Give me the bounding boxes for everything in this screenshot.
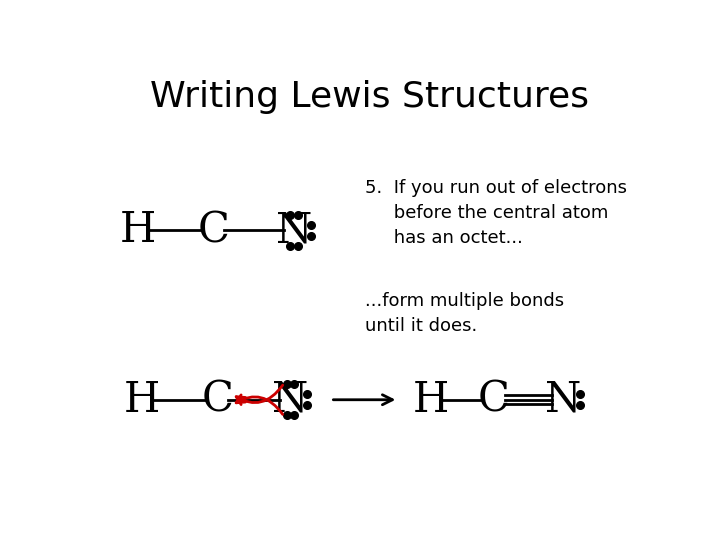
Text: N: N (276, 210, 312, 251)
Text: C: C (478, 379, 510, 421)
Text: Writing Lewis Structures: Writing Lewis Structures (150, 80, 588, 114)
Text: 5.  If you run out of electrons
     before the central atom
     has an octet..: 5. If you run out of electrons before th… (365, 179, 627, 247)
Text: C: C (197, 210, 230, 251)
Text: H: H (120, 210, 156, 251)
Text: ...form multiple bonds
until it does.: ...form multiple bonds until it does. (365, 292, 564, 335)
Text: N: N (272, 379, 309, 421)
Text: C: C (202, 379, 233, 421)
Text: H: H (413, 379, 449, 421)
Text: N: N (545, 379, 581, 421)
Text: H: H (124, 379, 160, 421)
